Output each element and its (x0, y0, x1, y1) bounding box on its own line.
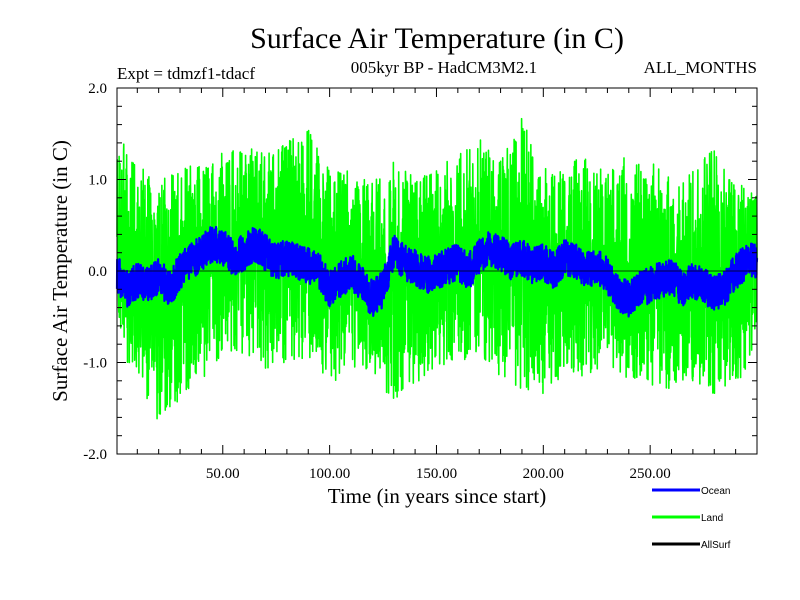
subtitle-center: 005kyr BP - HadCM3M2.1 (351, 58, 537, 77)
chart-title: Surface Air Temperature (in C) (250, 22, 624, 55)
x-tick-label: 200.00 (523, 466, 564, 482)
y-tick-label: 0.0 (88, 264, 107, 280)
x-axis-label: Time (in years since start) (328, 484, 547, 508)
y-tick-label: 1.0 (88, 173, 107, 189)
x-tick-label: 250.00 (630, 466, 671, 482)
land-series-line (116, 117, 758, 420)
y-tick-label: -2.0 (83, 447, 107, 463)
plot-area: 50.00 100.00 150.00 200.00 250.00 -2.0 -1.0 0.0… (83, 81, 759, 482)
y-tick-label: 2.0 (88, 81, 107, 97)
legend-label-ocean: Ocean (701, 486, 730, 497)
ocean-series-line (115, 225, 759, 318)
y-axis-label: Surface Air Temperature (in C) (48, 140, 72, 402)
x-tick-label: 100.00 (309, 466, 350, 482)
x-tick-label: 150.00 (416, 466, 457, 482)
x-tick-label: 50.00 (206, 466, 240, 482)
subtitle-right: ALL_MONTHS (644, 58, 757, 77)
legend-label-land: Land (701, 513, 723, 524)
y-tick-label: -1.0 (83, 356, 107, 372)
legend-label-allsurf: AllSurf (701, 540, 731, 551)
subtitle-left: Expt = tdmzf1-tdacf (117, 64, 255, 83)
legend: Ocean Land AllSurf (652, 486, 731, 551)
